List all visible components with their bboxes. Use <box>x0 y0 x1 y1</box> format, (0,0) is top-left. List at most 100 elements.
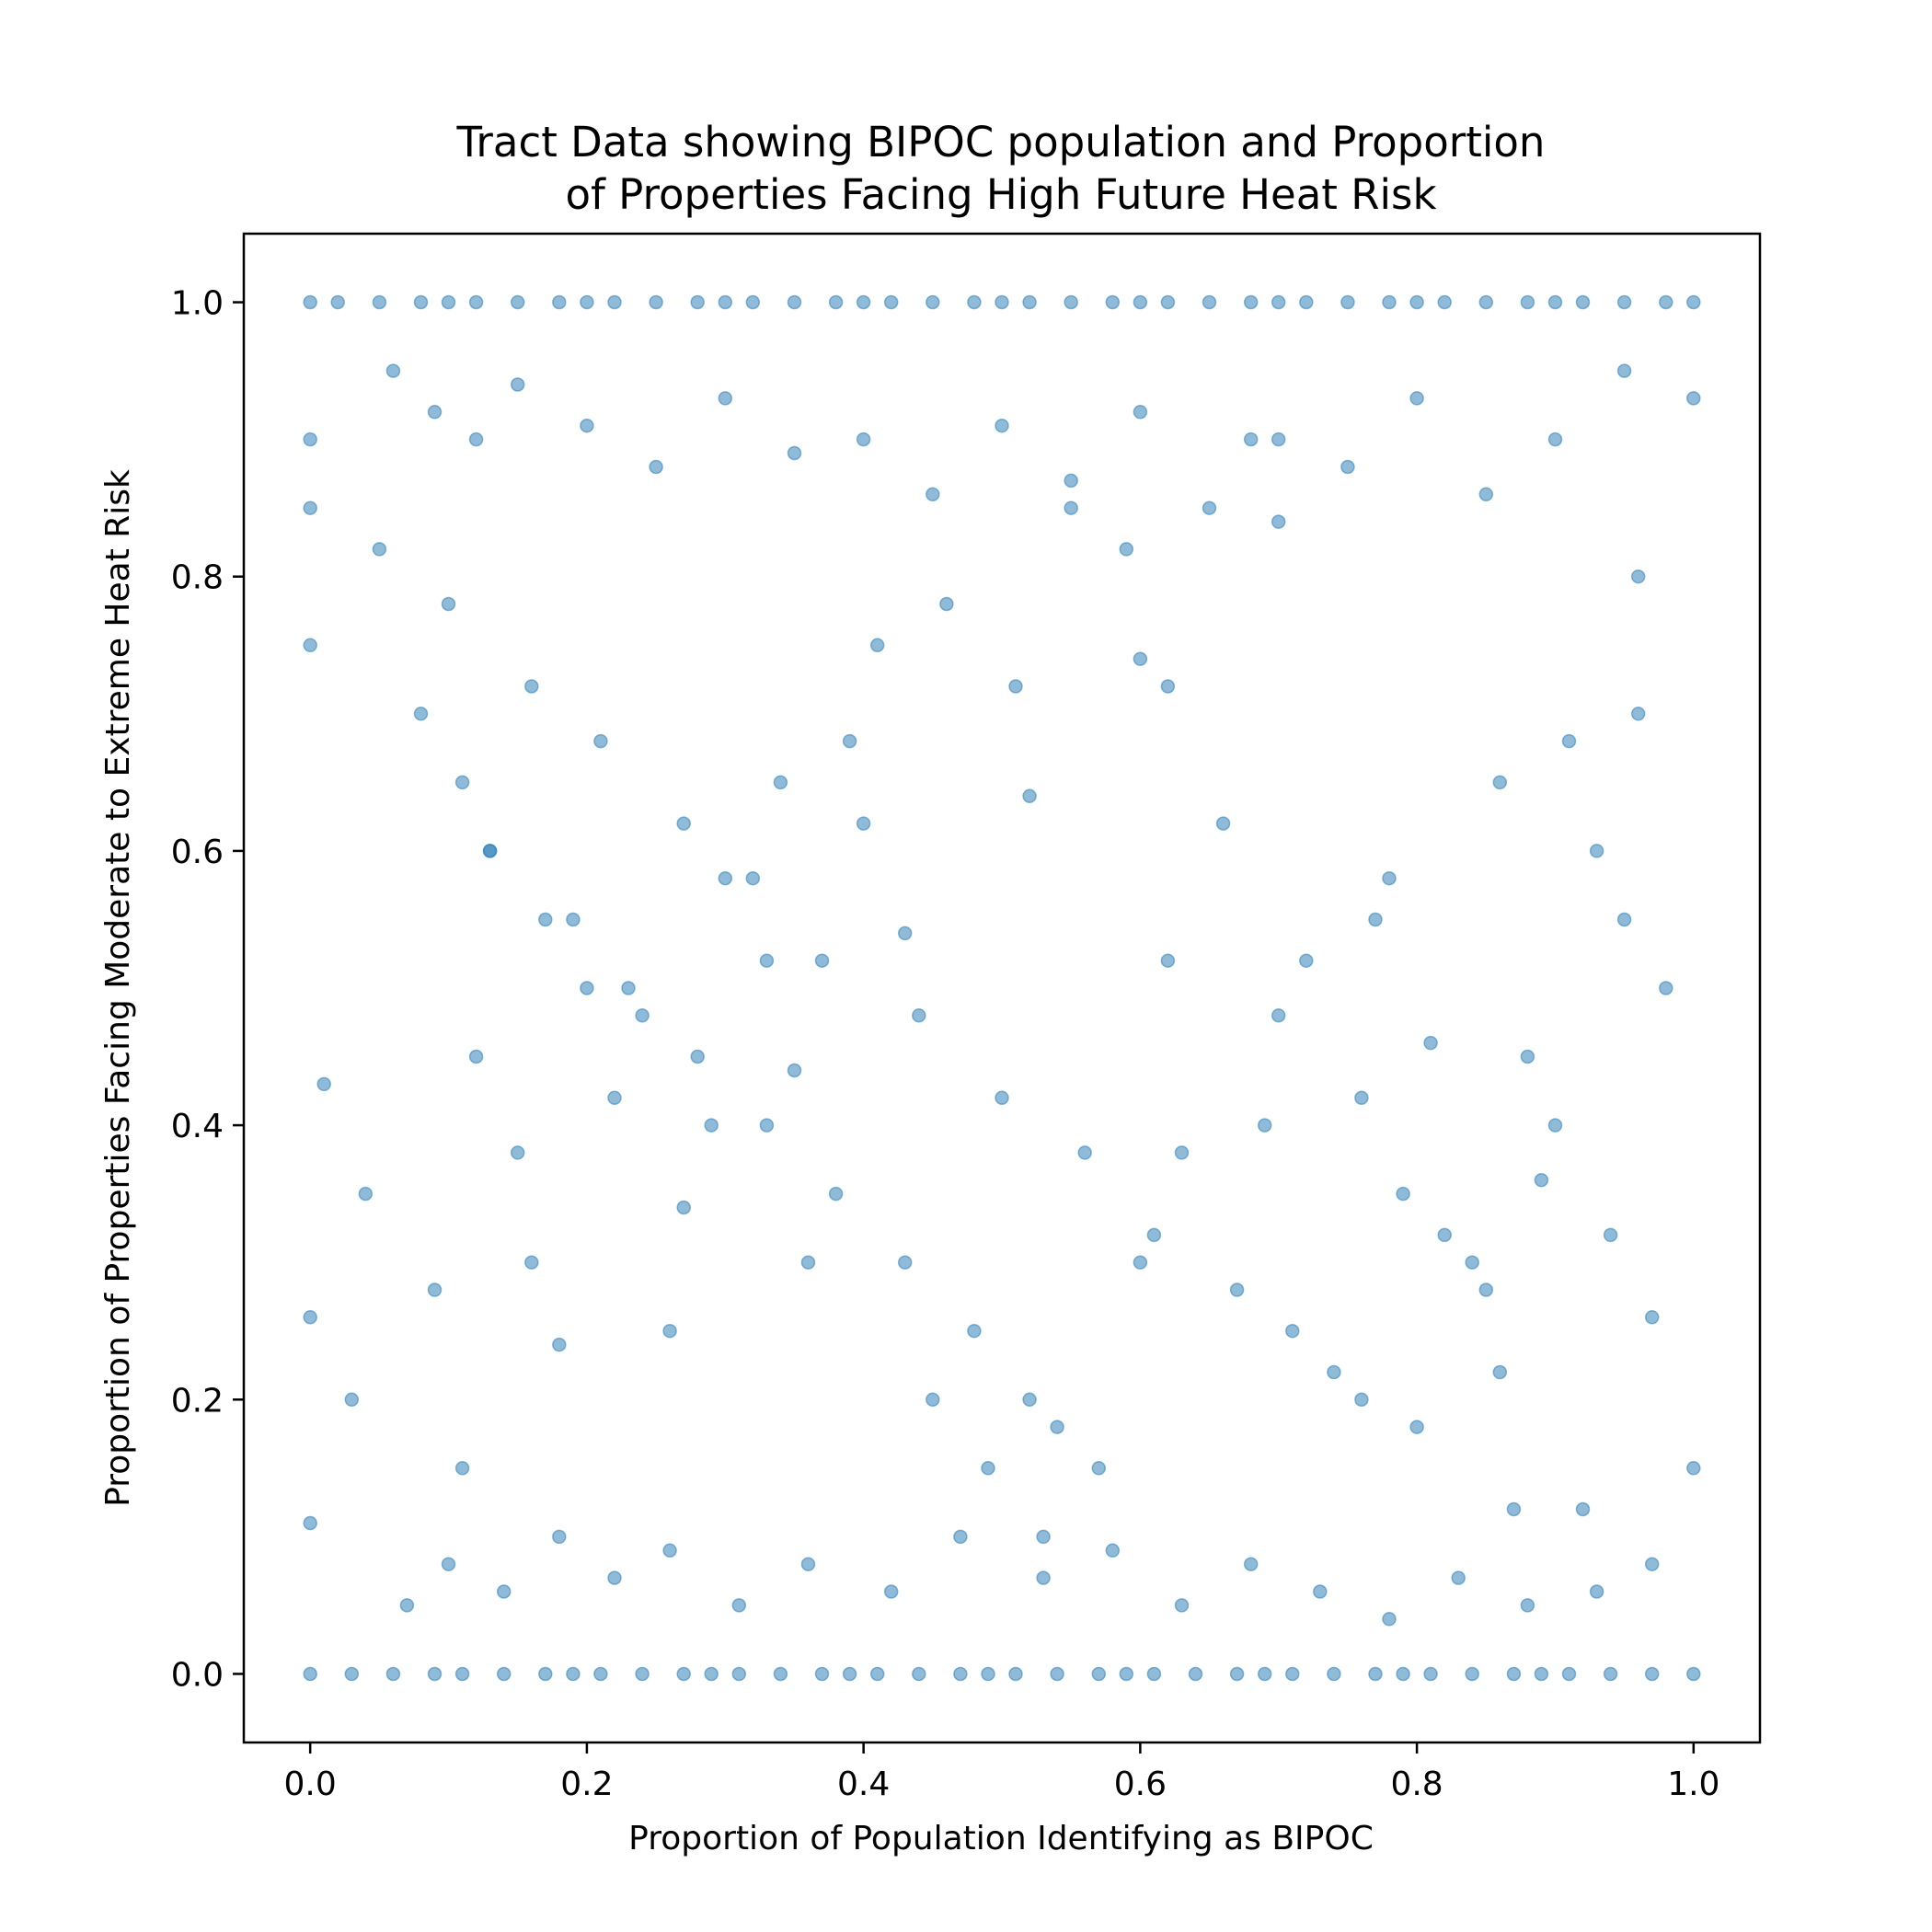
data-point <box>649 294 663 310</box>
data-point <box>1409 294 1424 310</box>
data-point <box>897 926 913 941</box>
data-point <box>1506 1666 1522 1682</box>
data-point <box>1561 1666 1577 1682</box>
data-point <box>1520 1049 1535 1064</box>
data-point <box>1382 1612 1397 1627</box>
data-point <box>1547 1118 1563 1133</box>
data-point <box>621 981 636 995</box>
data-point <box>1188 1666 1203 1682</box>
data-point <box>303 500 317 515</box>
plot-frame <box>242 232 1762 1744</box>
data-point <box>828 294 844 310</box>
data-point <box>1520 1598 1535 1613</box>
x-tick-label: 1.0 <box>1667 1765 1719 1803</box>
data-point <box>441 596 456 612</box>
data-point <box>676 1666 691 1682</box>
data-point <box>1133 651 1148 666</box>
data-point <box>856 294 871 310</box>
data-point <box>1022 294 1037 310</box>
data-point <box>1022 1392 1037 1408</box>
data-points <box>303 294 1701 1682</box>
data-point <box>1299 294 1314 310</box>
data-point <box>1630 569 1646 584</box>
data-point <box>814 953 830 968</box>
data-point <box>413 707 429 721</box>
data-point <box>1271 1008 1286 1023</box>
data-point <box>995 294 1009 310</box>
data-point <box>1174 1598 1190 1613</box>
data-point <box>413 294 429 310</box>
data-point <box>926 294 940 310</box>
data-point <box>607 1570 622 1585</box>
data-point <box>995 418 1009 433</box>
y-tick-label: 0.0 <box>171 1656 224 1694</box>
data-point <box>1492 775 1508 790</box>
data-point <box>1547 294 1563 310</box>
data-point <box>1146 1666 1162 1682</box>
data-point <box>981 1666 995 1682</box>
data-point <box>1022 788 1037 804</box>
data-point <box>1589 1584 1604 1599</box>
data-point <box>787 294 802 310</box>
data-point <box>649 459 663 475</box>
data-point <box>593 1666 608 1682</box>
data-point <box>385 1666 401 1682</box>
data-point <box>967 294 982 310</box>
data-point <box>316 1076 331 1092</box>
data-point <box>1630 707 1646 721</box>
data-point <box>1603 1227 1618 1243</box>
data-point <box>1327 1666 1341 1682</box>
data-point <box>1160 679 1176 694</box>
data-point <box>1368 1666 1383 1682</box>
data-point <box>883 1584 899 1599</box>
data-point <box>1299 953 1314 968</box>
data-point <box>953 1529 968 1545</box>
data-point <box>1437 294 1452 310</box>
data-point <box>607 294 622 310</box>
data-point <box>1686 1666 1701 1682</box>
data-point <box>731 1666 747 1682</box>
data-point <box>883 294 899 310</box>
x-axis-ticks: 0.0 0.2 0.4 0.6 0.8 1.0 <box>284 1742 1719 1803</box>
data-point <box>1686 294 1701 310</box>
data-point <box>1478 294 1494 310</box>
data-point <box>1243 1557 1259 1571</box>
data-point <box>1534 1172 1549 1188</box>
data-point <box>468 431 484 447</box>
data-point <box>1603 1666 1618 1682</box>
data-point <box>524 679 539 694</box>
data-point <box>1077 1145 1092 1160</box>
data-point <box>1354 1090 1369 1106</box>
data-point <box>759 1118 775 1133</box>
data-point <box>1616 912 1632 927</box>
data-point <box>1451 1570 1466 1585</box>
data-point <box>1396 1666 1410 1682</box>
data-point <box>1133 294 1148 310</box>
data-point <box>538 1666 553 1682</box>
data-point <box>1119 1666 1134 1682</box>
data-point <box>303 1310 317 1325</box>
data-point <box>482 844 498 858</box>
data-point <box>1257 1666 1272 1682</box>
data-point <box>1327 1364 1341 1380</box>
data-point <box>1064 473 1078 489</box>
data-point <box>303 294 317 310</box>
data-point <box>510 377 525 392</box>
data-point <box>1285 1666 1300 1682</box>
data-point <box>869 638 885 653</box>
data-point <box>1354 1392 1369 1408</box>
data-point <box>358 1186 374 1202</box>
x-tick-label: 0.4 <box>837 1765 890 1803</box>
data-point <box>1050 1666 1064 1682</box>
data-point <box>496 1666 512 1682</box>
data-point <box>800 1255 816 1270</box>
x-tick-label: 0.0 <box>284 1765 337 1803</box>
data-point <box>745 294 761 310</box>
data-point <box>1396 1186 1410 1202</box>
data-point <box>897 1255 913 1270</box>
data-point <box>580 294 594 310</box>
data-point <box>1229 1282 1245 1297</box>
data-point <box>399 1598 415 1613</box>
data-point <box>1064 294 1078 310</box>
